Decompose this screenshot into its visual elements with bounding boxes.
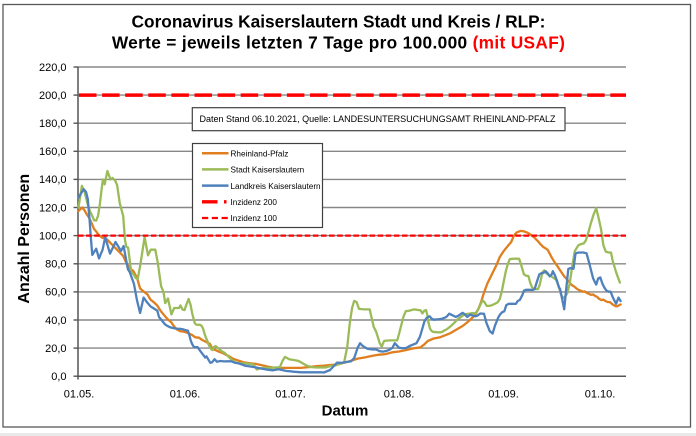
svg-text:60,0: 60,0 — [45, 287, 66, 299]
svg-text:01.09.: 01.09. — [488, 389, 519, 401]
svg-text:160,0: 160,0 — [39, 146, 67, 158]
svg-text:Rheinland-Pfalz: Rheinland-Pfalz — [231, 149, 289, 158]
svg-text:Coronavirus Kaiserslautern Sta: Coronavirus Kaiserslautern Stadt und Kre… — [132, 12, 546, 32]
svg-text:0,0: 0,0 — [51, 371, 66, 383]
svg-text:01.08.: 01.08. — [384, 389, 415, 401]
svg-text:180,0: 180,0 — [39, 118, 67, 130]
svg-text:140,0: 140,0 — [39, 174, 67, 186]
svg-text:01.10.: 01.10. — [585, 389, 616, 401]
svg-text:80,0: 80,0 — [45, 259, 66, 271]
svg-text:220,0: 220,0 — [39, 62, 67, 74]
svg-text:Stadt Kaiserslautern: Stadt Kaiserslautern — [231, 166, 305, 175]
svg-text:200,0: 200,0 — [39, 90, 67, 102]
svg-text:Datum: Datum — [322, 403, 369, 420]
svg-text:Anzahl Personen: Anzahl Personen — [16, 174, 33, 304]
svg-text:01.07.: 01.07. — [275, 389, 306, 401]
svg-text:Landkreis Kaiserslautern: Landkreis Kaiserslautern — [231, 182, 322, 191]
svg-text:Daten Stand 06.10.2021, Quelle: Daten Stand 06.10.2021, Quelle: LANDESUN… — [200, 114, 556, 124]
svg-text:100,0: 100,0 — [39, 230, 67, 242]
svg-text:120,0: 120,0 — [39, 202, 67, 214]
svg-text:01.05.: 01.05. — [64, 389, 95, 401]
svg-text:40,0: 40,0 — [45, 315, 66, 327]
svg-text:Werte = jeweils letzten 7 Tage: Werte = jeweils letzten 7 Tage pro 100.0… — [112, 33, 565, 53]
svg-text:Inzidenz 200: Inzidenz 200 — [231, 198, 278, 207]
svg-text:01.06.: 01.06. — [170, 389, 201, 401]
svg-text:Inzidenz 100: Inzidenz 100 — [231, 214, 278, 223]
svg-text:20,0: 20,0 — [45, 343, 66, 355]
